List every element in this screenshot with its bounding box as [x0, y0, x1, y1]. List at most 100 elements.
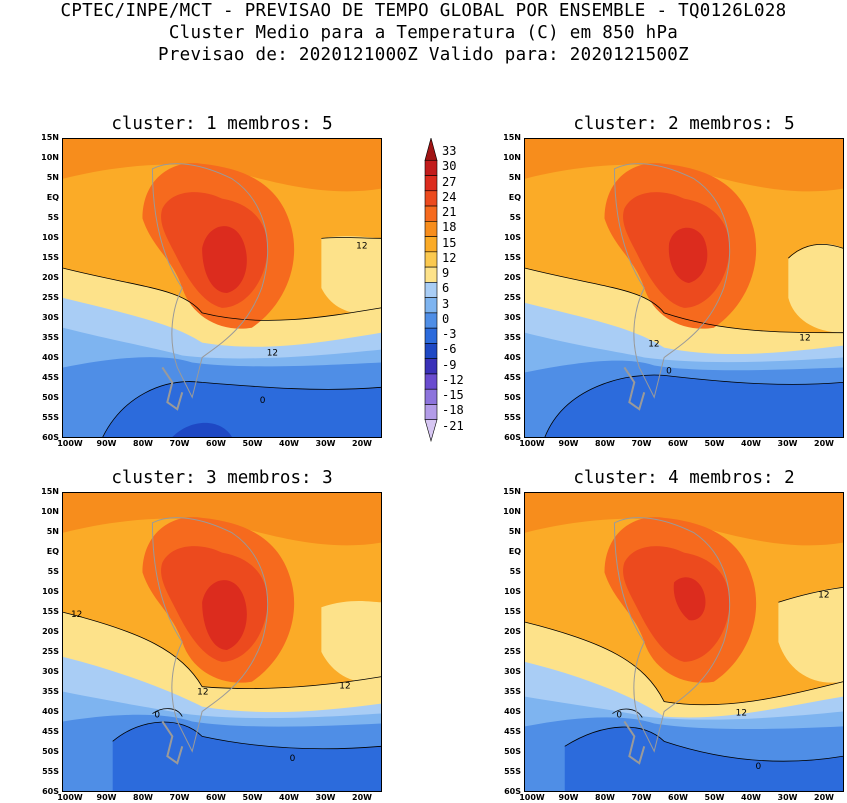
- colorbar-label: 12: [442, 250, 457, 265]
- colorbar-swatch: [424, 404, 438, 421]
- lat-tick-label: 60S: [42, 433, 59, 442]
- lon-tick-label: 60W: [206, 439, 226, 448]
- lat-tick-label: EQ: [508, 547, 521, 556]
- lat-tick-label: 45S: [42, 373, 59, 382]
- lat-tick-label: 15N: [41, 487, 59, 496]
- lat-tick-label: 5N: [508, 527, 521, 536]
- lon-tick-label: 20W: [814, 439, 834, 448]
- lat-tick-label: 55S: [42, 767, 59, 776]
- colorbar-label: 27: [442, 174, 457, 189]
- header-subtitle: Cluster Medio para a Temperatura (C) em …: [168, 23, 679, 43]
- colorbar-swatch: [424, 236, 438, 253]
- lat-tick-label: 5S: [509, 567, 521, 576]
- colorbar-label: 33: [442, 144, 457, 158]
- contour-label: 12: [339, 682, 350, 692]
- lat-tick-label: 10N: [41, 153, 59, 162]
- panel-2-map: 12 12 0: [524, 138, 844, 438]
- lat-tick-label: 50S: [504, 747, 521, 756]
- lon-tick-label: 90W: [96, 793, 117, 802]
- colorbar-swatch: [424, 175, 438, 192]
- panel-3-title: cluster: 3 membros: 3: [111, 468, 333, 488]
- lat-tick-label: 30S: [42, 667, 59, 676]
- lat-tick-label: 15S: [504, 607, 521, 616]
- lat-tick-label: 20S: [42, 627, 59, 636]
- lat-tick-label: 40S: [504, 707, 521, 716]
- lon-tick-label: 80W: [133, 439, 153, 448]
- lat-tick-label: 35S: [42, 333, 59, 342]
- lon-tick-label: 60W: [668, 439, 688, 448]
- panel-4-title: cluster: 4 membros: 2: [573, 468, 795, 488]
- lon-tick-label: 70W: [169, 793, 190, 802]
- lon-tick-label: 80W: [133, 793, 153, 802]
- header-dates: Previsao de: 2020121000Z Valido para: 20…: [158, 45, 689, 65]
- colorbar-label: -12: [442, 372, 464, 387]
- panel-1-title: cluster: 1 membros: 5: [111, 114, 333, 134]
- lat-tick-label: 50S: [504, 393, 521, 402]
- colorbar-swatch: [424, 190, 438, 207]
- lat-tick-label: 55S: [42, 413, 59, 422]
- lat-tick-label: 20S: [42, 273, 59, 282]
- colorbar-swatch: [424, 312, 438, 329]
- panel-3-map: 12 12 12 0 0: [62, 492, 382, 792]
- lon-tick-label: 50W: [242, 439, 263, 448]
- lon-tick-label: 70W: [169, 439, 190, 448]
- lat-tick-label: 5N: [508, 173, 521, 182]
- lat-tick-label: 5N: [46, 173, 59, 182]
- colorbar-swatch: [424, 251, 438, 268]
- contour-label: 12: [736, 709, 747, 719]
- lon-tick-label: 40W: [279, 793, 299, 802]
- contour-label: 12: [356, 241, 367, 251]
- colorbar-swatch: [424, 388, 438, 405]
- lon-tick-label: 100W: [519, 793, 545, 802]
- lat-tick-label: 50S: [42, 747, 59, 756]
- lat-tick-label: 25S: [42, 647, 59, 656]
- lat-tick-label: 35S: [504, 333, 521, 342]
- lat-tick-label: 25S: [504, 293, 521, 302]
- colorbar-swatch: [424, 358, 438, 375]
- lat-tick-label: 35S: [504, 687, 521, 696]
- lon-tick-label: 90W: [558, 793, 579, 802]
- lat-tick-label: 10S: [42, 587, 59, 596]
- colorbar-label: -21: [442, 418, 464, 433]
- lat-tick-label: 40S: [42, 707, 59, 716]
- lat-tick-label: 10S: [504, 233, 521, 242]
- lon-tick-label: 60W: [206, 793, 226, 802]
- contour-label: 0: [666, 366, 672, 376]
- panel-4-map: 12 12 0 0: [524, 492, 844, 792]
- lat-tick-label: 50S: [42, 393, 59, 402]
- lat-tick-label: 55S: [504, 767, 521, 776]
- lat-tick-label: 10N: [503, 153, 521, 162]
- colorbar-swatch: [424, 266, 438, 283]
- lat-tick-label: EQ: [46, 547, 59, 556]
- lon-tick-label: 20W: [814, 793, 834, 802]
- colorbar-swatch: [424, 138, 438, 161]
- colorbar-label: 3: [442, 296, 450, 311]
- lon-tick-label: 50W: [242, 793, 263, 802]
- lat-tick-label: 15N: [503, 487, 521, 496]
- contour-label: 12: [799, 334, 810, 344]
- lon-tick-label: 90W: [96, 439, 117, 448]
- lat-tick-label: 40S: [42, 353, 59, 362]
- lat-tick-label: 5S: [47, 213, 59, 222]
- colorbar-swatches: [424, 138, 438, 442]
- colorbar-swatch: [424, 159, 438, 176]
- contour-label: 0: [756, 762, 762, 772]
- contour-label: 12: [818, 590, 829, 600]
- lon-tick-label: 100W: [57, 793, 83, 802]
- lat-tick-label: 45S: [42, 727, 59, 736]
- lat-tick-label: 55S: [504, 413, 521, 422]
- lat-tick-label: 10N: [41, 507, 59, 516]
- lon-tick-label: 90W: [558, 439, 579, 448]
- colorbar-label: -18: [442, 403, 464, 418]
- colorbar-swatch: [424, 419, 438, 442]
- colorbar-label: 15: [442, 235, 457, 250]
- lat-tick-label: 25S: [504, 647, 521, 656]
- lat-tick-label: 60S: [504, 787, 521, 796]
- lat-tick-label: 10N: [503, 507, 521, 516]
- lat-tick-label: 15N: [41, 133, 59, 142]
- lat-tick-label: 15S: [42, 253, 59, 262]
- colorbar-label: -6: [442, 342, 457, 357]
- lat-tick-label: 60S: [504, 433, 521, 442]
- header-title: CPTEC/INPE/MCT - PREVISAO DE TEMPO GLOBA…: [60, 1, 787, 21]
- lon-tick-label: 70W: [631, 793, 652, 802]
